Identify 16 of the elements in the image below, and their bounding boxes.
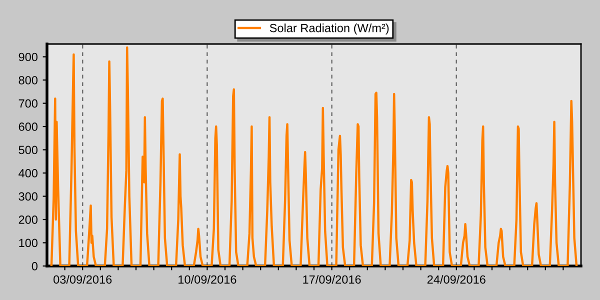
y-tick-label: 800: [18, 76, 38, 84]
y-tick-label: 0: [32, 262, 38, 270]
x-tick-label: 17/09/2016: [303, 275, 361, 284]
y-tick-label: 100: [19, 238, 38, 248]
y-tick-label: 900: [18, 52, 38, 62]
y-tick-label: 600: [18, 122, 38, 131]
y-tick-label: 400: [18, 169, 38, 178]
x-tick-label: 10/09/2016: [178, 275, 236, 284]
line-series: [50, 46, 578, 266]
legend-label: Solar Radiation (W/m²): [270, 24, 389, 35]
y-tick-label: 300: [18, 192, 38, 201]
x-tick-label: 03/09/2016: [54, 275, 112, 284]
y-tick-label: 500: [18, 146, 38, 154]
x-tick-label: 24/09/2016: [427, 275, 486, 284]
y-tick-label: 700: [18, 99, 38, 108]
y-tick-label: 200: [18, 216, 38, 224]
